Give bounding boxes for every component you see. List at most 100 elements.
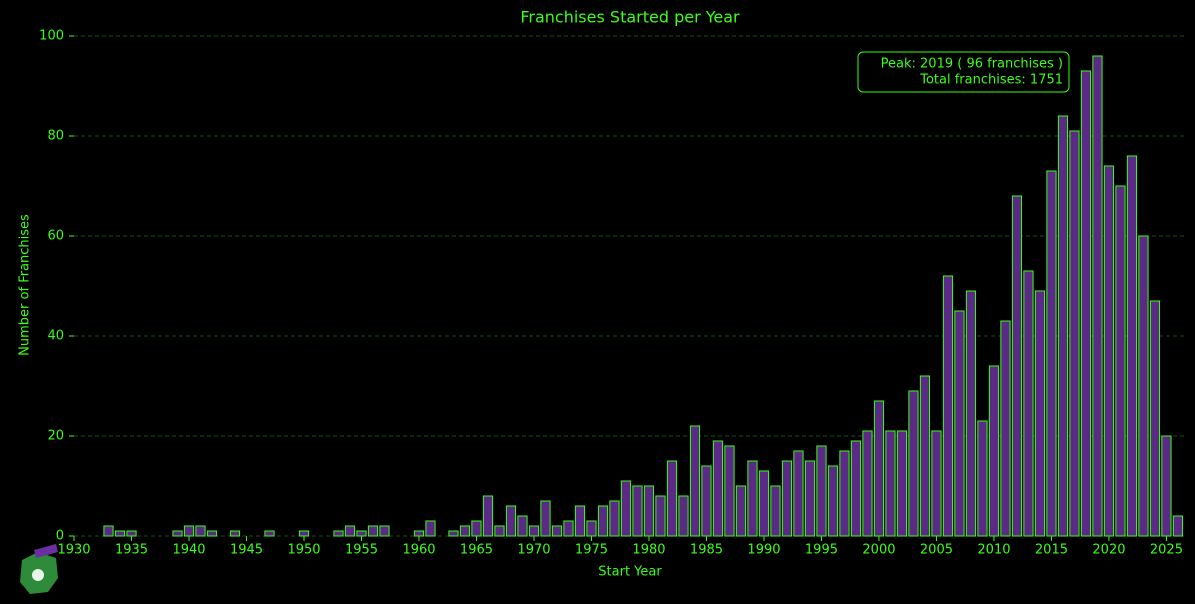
bar [908, 390, 919, 537]
bar [356, 530, 367, 537]
bar [931, 430, 942, 537]
bar [172, 530, 183, 537]
bar [862, 430, 873, 537]
bar [551, 525, 563, 537]
x-tick-label: 1980 [632, 543, 665, 558]
x-tick-label: 1995 [805, 543, 838, 558]
bar [517, 515, 528, 537]
x-tick-label: 1990 [747, 543, 780, 558]
bar [114, 530, 126, 537]
bar [988, 365, 1000, 537]
bar [793, 450, 804, 537]
bar [1034, 290, 1046, 537]
bar [919, 375, 931, 537]
bar [747, 460, 758, 537]
bar [735, 485, 747, 537]
bar [770, 485, 781, 537]
bar [977, 420, 988, 537]
y-tick-label: 100 [39, 29, 64, 44]
bar [620, 480, 632, 537]
bar [126, 530, 137, 537]
x-tick-label: 1965 [460, 543, 493, 558]
bar [344, 525, 356, 537]
bar [724, 445, 735, 537]
bar [413, 530, 425, 537]
bar [816, 445, 827, 537]
bar [563, 520, 574, 537]
bar [1057, 115, 1069, 537]
bar [597, 505, 609, 537]
bar [1172, 515, 1184, 537]
y-axis-label: Number of Franchises [18, 214, 33, 356]
bar [1023, 270, 1034, 537]
bar [1046, 170, 1057, 537]
bar [505, 505, 517, 537]
y-tick-label: 80 [47, 129, 64, 144]
x-axis-label: Start Year [598, 565, 662, 580]
bar [781, 460, 793, 537]
bar [448, 530, 459, 537]
bar [1149, 300, 1161, 537]
bar [1126, 155, 1138, 537]
x-tick-label: 1940 [172, 543, 205, 558]
x-tick-label: 1985 [690, 543, 723, 558]
x-tick-label: 1950 [287, 543, 320, 558]
bar [885, 430, 896, 537]
x-tick-label: 2020 [1092, 543, 1125, 558]
bar [586, 520, 597, 537]
bar [1115, 185, 1126, 537]
x-tick-label: 1935 [115, 543, 148, 558]
bar [1069, 130, 1080, 537]
x-tick-label: 2000 [862, 543, 895, 558]
y-tick-label: 0 [56, 529, 64, 544]
x-tick-label: 2010 [977, 543, 1010, 558]
bar [655, 495, 666, 537]
annotation: Peak: 2019 ( 96 franchises ) [881, 57, 1063, 72]
bar [471, 520, 482, 537]
bar [1138, 235, 1149, 537]
x-tick-label: 1970 [517, 543, 550, 558]
bar [1080, 70, 1092, 537]
bar [839, 450, 850, 537]
bar [689, 425, 701, 537]
bar [206, 530, 218, 537]
bar [1092, 55, 1103, 537]
bar [1000, 320, 1011, 537]
bar [850, 440, 862, 537]
x-tick-label: 1960 [402, 543, 435, 558]
bar [1011, 195, 1023, 537]
x-tick-label: 2025 [1150, 543, 1183, 558]
bar [459, 525, 471, 537]
bar [632, 485, 643, 537]
bar [804, 460, 816, 537]
annotation: Total franchises: 1751 [919, 73, 1063, 88]
bar [574, 505, 586, 537]
x-tick-label: 1975 [575, 543, 608, 558]
logo [20, 544, 58, 594]
bar [827, 465, 839, 537]
bar [678, 495, 689, 537]
y-tick-label: 20 [47, 429, 64, 444]
bar [333, 530, 344, 537]
x-tick-label: 1945 [230, 543, 263, 558]
y-tick-label: 40 [47, 329, 64, 344]
bar [367, 525, 379, 537]
bar [965, 290, 977, 537]
bar [195, 525, 206, 537]
bar [1103, 165, 1115, 537]
bar [229, 530, 241, 537]
x-tick-label: 1955 [345, 543, 378, 558]
bar [528, 525, 540, 537]
bar [954, 310, 965, 537]
x-tick-label: 2005 [920, 543, 953, 558]
x-tick-label: 2015 [1035, 543, 1068, 558]
bar [482, 495, 494, 537]
bar [712, 440, 724, 537]
annotation-box [857, 51, 1070, 93]
bar [942, 275, 954, 537]
bar [1161, 435, 1172, 537]
y-tick-label: 60 [47, 229, 64, 244]
bar [379, 525, 390, 537]
bar [425, 520, 436, 537]
